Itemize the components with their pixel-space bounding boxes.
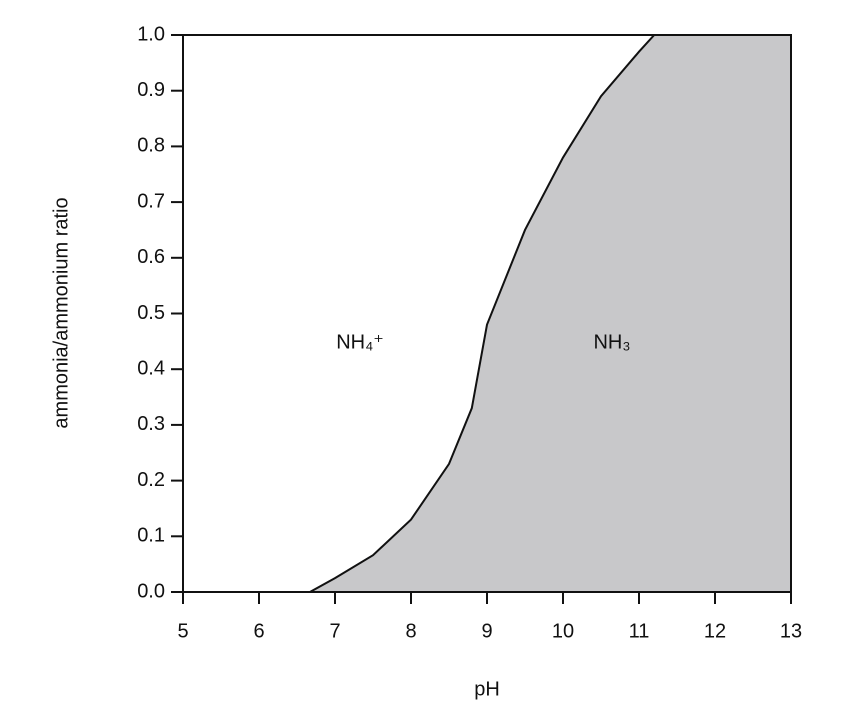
y-axis-label: ammonia/ammonium ratio xyxy=(50,197,72,428)
y-tick-label: 0.5 xyxy=(137,302,165,324)
x-tick-label: 11 xyxy=(629,620,650,642)
y-tick-label: 0.0 xyxy=(137,580,165,602)
x-tick-label: 9 xyxy=(481,620,492,642)
y-tick-label: 0.2 xyxy=(137,469,165,491)
annotation: NH₄⁺ xyxy=(336,331,384,353)
y-tick-label: 0.6 xyxy=(137,246,165,268)
y-tick-label: 0.4 xyxy=(137,357,165,379)
line xyxy=(309,34,791,593)
x-tick-label: 10 xyxy=(552,620,574,642)
x-tick-label: 7 xyxy=(329,620,340,642)
x-tick-label: 13 xyxy=(780,620,802,642)
x-tick-label: 6 xyxy=(253,620,264,642)
y-tick-label: 0.9 xyxy=(137,79,165,101)
area xyxy=(309,35,791,592)
y-tick-label: 0.1 xyxy=(137,525,165,547)
x-tick-label: 12 xyxy=(704,620,726,642)
annotation: NH₃ xyxy=(593,331,630,353)
y-tick-label: 0.7 xyxy=(137,190,165,212)
y-tick-label: 0.3 xyxy=(137,413,165,435)
x-tick-label: 5 xyxy=(177,620,188,642)
x-tick-label: 8 xyxy=(405,620,416,642)
x-axis-label: pH xyxy=(474,678,500,700)
y-tick-label: 1.0 xyxy=(137,23,165,45)
y-tick-label: 0.8 xyxy=(137,135,165,157)
